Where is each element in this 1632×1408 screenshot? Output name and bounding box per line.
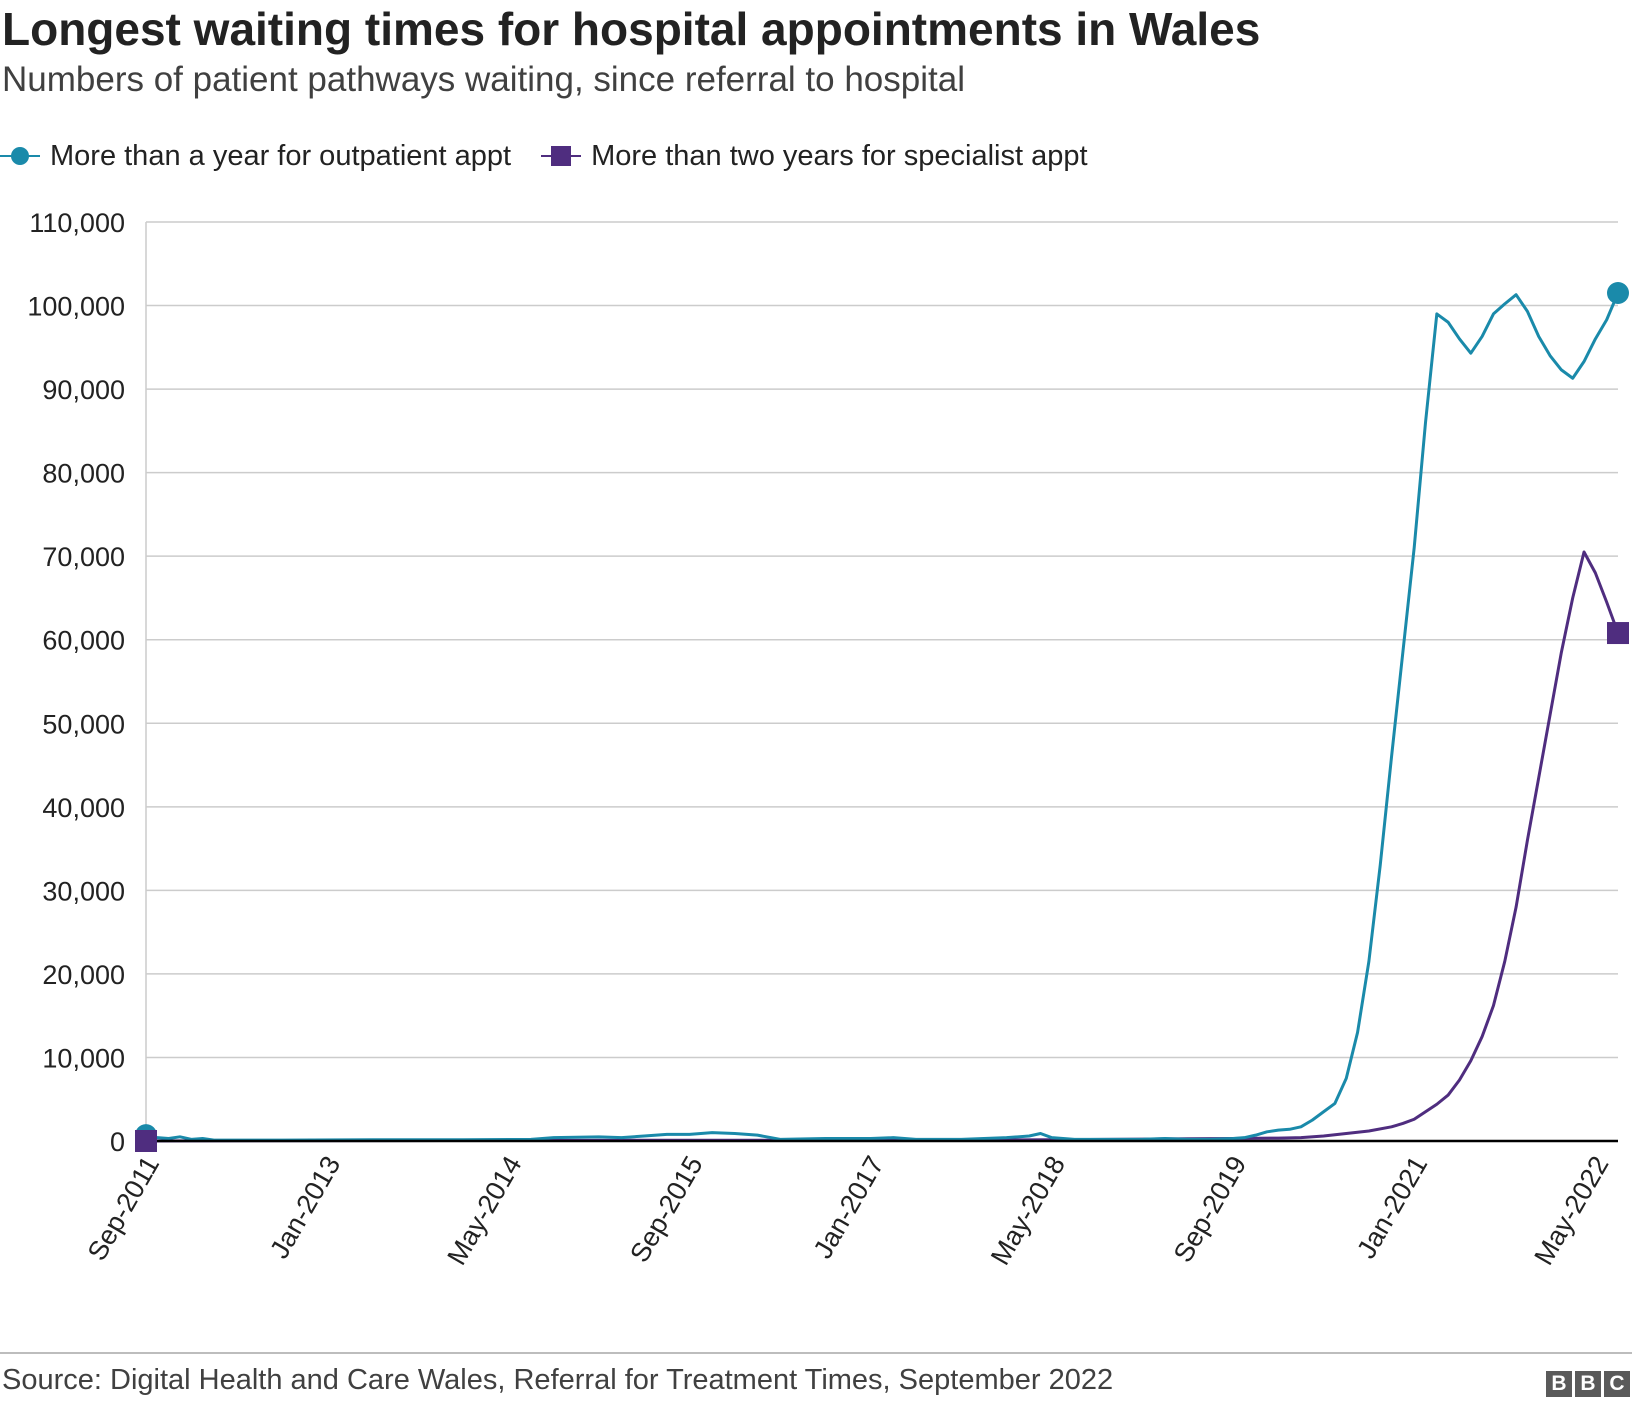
- specialist-start-marker: [135, 1130, 157, 1152]
- x-tick-label: May-2014: [442, 1151, 528, 1270]
- specialist-end-marker: [1607, 622, 1629, 645]
- legend-label-outpatient: More than a year for outpatient appt: [50, 139, 512, 172]
- chart-subtitle: Numbers of patient pathways waiting, sin…: [2, 60, 965, 99]
- y-tick-label: 10,000: [42, 1043, 125, 1073]
- legend-label-specialist: More than two years for specialist appt: [591, 139, 1088, 172]
- y-tick-label: 90,000: [42, 375, 125, 405]
- legend-square-marker-icon: [541, 146, 582, 166]
- x-tick-label: Sep-2011: [82, 1151, 166, 1266]
- bbc-logo-letter: B: [1575, 1371, 1601, 1397]
- line-chart: 0 10,000 20,000 30,000 40,000 50,000 60,000 70,…: [27, 208, 1629, 1270]
- legend: More than a year for outpatient appt Mor…: [0, 136, 1118, 176]
- source-note: Source: Digital Health and Care Wales, R…: [2, 1364, 1114, 1396]
- y-tick-label: 20,000: [42, 960, 125, 990]
- y-tick-label: 30,000: [42, 876, 125, 906]
- y-tick-label: 110,000: [29, 208, 125, 238]
- x-tick-label: Jan-2017: [808, 1151, 890, 1264]
- x-tick-label: May-2022: [1529, 1151, 1615, 1270]
- footer-divider: [0, 1352, 1632, 1354]
- x-tick-label: May-2018: [985, 1151, 1071, 1270]
- legend-item-specialist: More than two years for specialist appt: [541, 139, 1088, 173]
- y-tick-label: 50,000: [42, 709, 125, 739]
- legend-item-outpatient: More than a year for outpatient appt: [0, 140, 511, 173]
- x-axis-tick-labels: Sep-2011 Jan-2013 May-2014 Sep-2015 Jan-2017…: [82, 1151, 1615, 1270]
- bbc-logo-letter: C: [1604, 1371, 1630, 1397]
- x-tick-label: Sep-2015: [624, 1151, 709, 1267]
- outpatient-end-marker: [1607, 282, 1629, 305]
- y-tick-label: 70,000: [42, 542, 125, 572]
- bbc-logo: B B C: [1543, 1371, 1630, 1397]
- y-tick-label: 80,000: [42, 459, 125, 489]
- x-tick-label: Jan-2021: [1351, 1151, 1433, 1264]
- y-tick-label: 0: [110, 1127, 125, 1157]
- series-line-outpatient: [145, 292, 1620, 1142]
- y-tick-label: 100,000: [27, 292, 125, 322]
- x-tick-label: Jan-2013: [264, 1151, 346, 1264]
- x-tick-label: Sep-2019: [1168, 1151, 1253, 1267]
- gridlines: [145, 221, 1618, 1141]
- series-lines: [145, 292, 1620, 1143]
- bbc-logo-letter: B: [1546, 1371, 1572, 1397]
- chart-title: Longest waiting times for hospital appoi…: [2, 3, 1261, 55]
- series-end-markers: [135, 282, 1629, 1152]
- y-tick-label: 60,000: [42, 626, 125, 656]
- y-tick-label: 40,000: [42, 793, 125, 823]
- y-axis-tick-labels: 0 10,000 20,000 30,000 40,000 50,000 60,000 70,…: [27, 208, 125, 1157]
- legend-circle-marker-icon: [0, 147, 40, 165]
